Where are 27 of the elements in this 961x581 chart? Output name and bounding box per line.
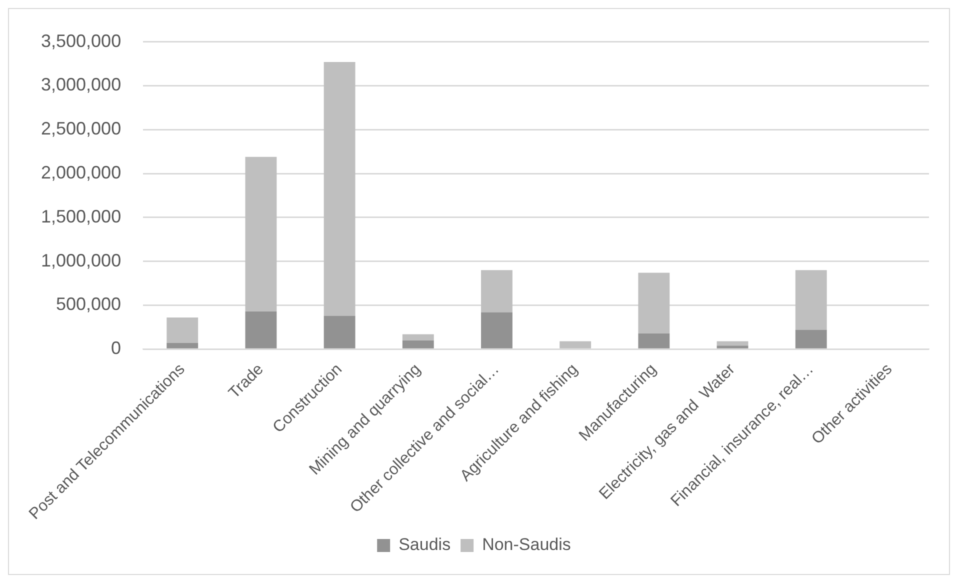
bar bbox=[324, 316, 356, 348]
bar bbox=[716, 346, 748, 348]
bar bbox=[638, 333, 670, 348]
y-tick-label: 3,000,000 bbox=[41, 74, 122, 95]
bar bbox=[481, 270, 512, 312]
bar bbox=[166, 318, 198, 343]
bar bbox=[324, 62, 356, 316]
y-tick-label: 1,000,000 bbox=[41, 250, 122, 270]
y-tick-label: 0 bbox=[111, 338, 122, 358]
bar bbox=[716, 341, 748, 346]
y-tick-label: 500,000 bbox=[56, 294, 122, 314]
legend-label: Non-Saudis bbox=[482, 535, 571, 554]
y-tick-label: 2,000,000 bbox=[41, 162, 122, 182]
legend-label: Saudis bbox=[398, 535, 451, 554]
bar bbox=[638, 272, 670, 334]
bar bbox=[245, 311, 277, 348]
bar bbox=[795, 330, 827, 348]
bar bbox=[402, 340, 434, 348]
bar bbox=[402, 334, 434, 340]
y-tick-label: 3,500,000 bbox=[41, 30, 122, 51]
bar bbox=[481, 312, 512, 348]
y-tick-label: 2,500,000 bbox=[41, 118, 122, 139]
y-tick-label: 1,500,000 bbox=[41, 206, 122, 226]
bar bbox=[166, 342, 198, 348]
bar bbox=[245, 156, 277, 312]
bar bbox=[560, 341, 592, 348]
bar bbox=[795, 270, 827, 330]
